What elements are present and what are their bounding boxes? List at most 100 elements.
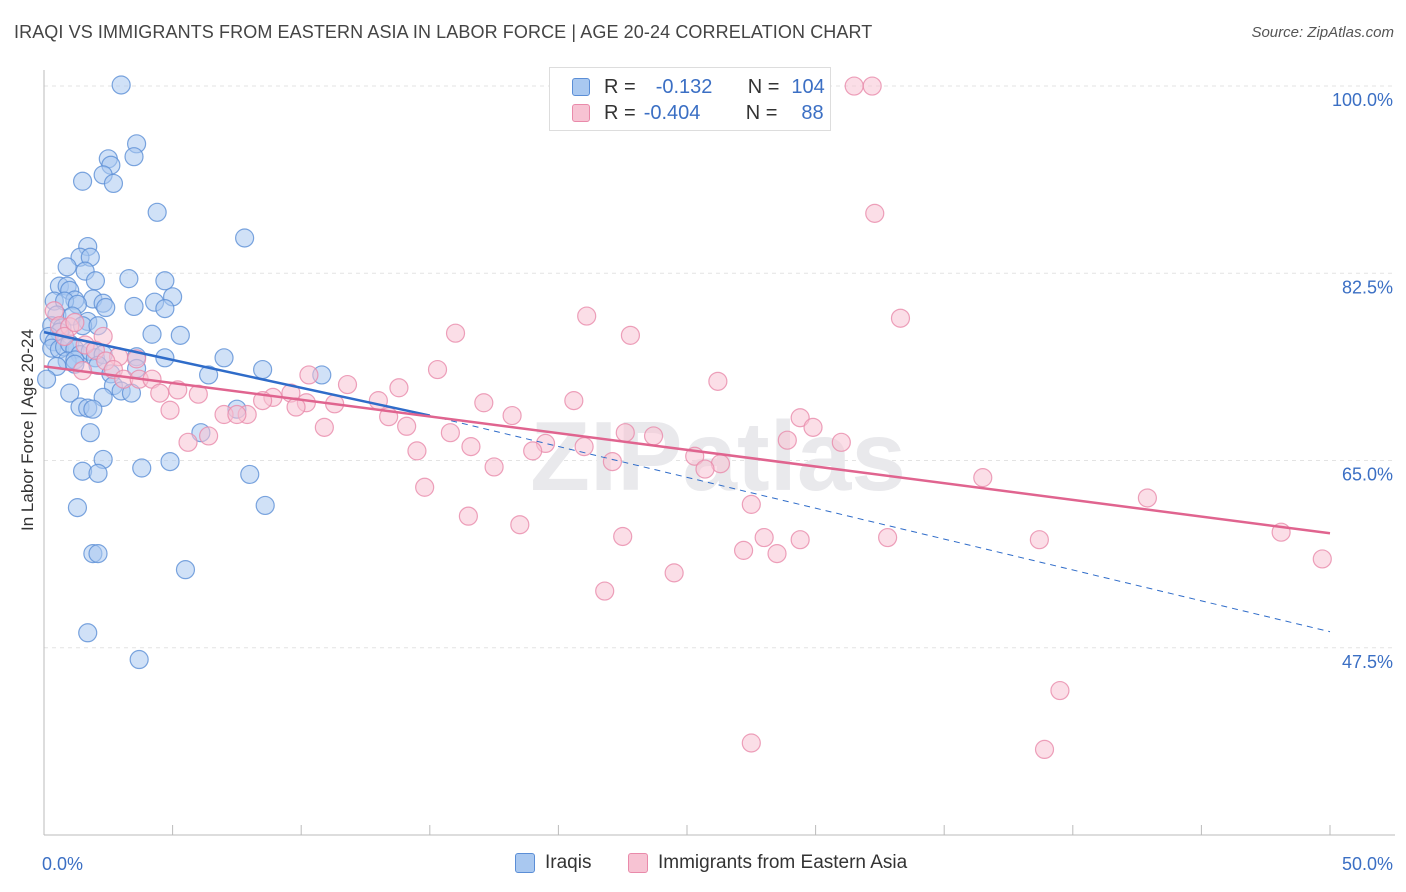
eastern-asia-point xyxy=(1050,680,1070,701)
eastern-asia-point xyxy=(510,515,530,535)
iraqi-point xyxy=(129,649,149,670)
grid-lines xyxy=(44,85,1395,649)
iraqi-point xyxy=(83,399,103,419)
eastern-asia-point xyxy=(708,371,728,391)
eastern-asia-point xyxy=(227,404,247,425)
eastern-asia-point xyxy=(790,408,810,428)
source-label: Source: ZipAtlas.com xyxy=(1251,24,1394,41)
eastern-asia-point xyxy=(523,441,543,461)
iraqi-point xyxy=(124,296,144,317)
iraqi-point xyxy=(240,464,260,485)
y-tick-labels: 47.5% 65.0% 82.5% 100.0% xyxy=(1332,90,1393,672)
eastern-asia-point xyxy=(890,308,911,328)
eastern-asia-point xyxy=(299,365,319,385)
eastern-asia-point xyxy=(407,441,427,461)
eastern-asia-point xyxy=(695,459,715,479)
eastern-asia-point xyxy=(1029,530,1049,550)
iraqi-point xyxy=(60,383,80,403)
eastern-asia-point xyxy=(615,423,635,443)
legend-n-value: 104 xyxy=(791,75,825,98)
legend-swatch-eastern-asia xyxy=(572,104,590,122)
iraqi-point xyxy=(103,173,124,194)
eastern-asia-point xyxy=(862,76,882,96)
legend-item-iraqis: Iraqis xyxy=(515,852,591,874)
y-tick-label: 47.5% xyxy=(1342,652,1393,672)
iraqi-point xyxy=(111,75,131,95)
eastern-asia-point xyxy=(595,581,615,601)
eastern-asia-point xyxy=(502,405,522,426)
legend-swatch-iraqis xyxy=(572,78,590,96)
eastern-asia-point xyxy=(643,426,664,446)
eastern-asia-point xyxy=(865,203,885,223)
iraqis-trend-line xyxy=(43,330,431,417)
eastern-asia-point xyxy=(733,540,754,560)
eastern-asia-point xyxy=(878,527,898,548)
iraqi-point xyxy=(253,359,273,380)
y-tick-label: 100.0% xyxy=(1332,90,1393,110)
eastern-asia-point xyxy=(803,417,823,437)
legend-n-value: 88 xyxy=(801,101,824,124)
eastern-asia-point xyxy=(199,426,219,446)
legend-n-label: N = xyxy=(745,101,778,124)
iraqi-point xyxy=(155,298,175,319)
eastern-asia-point xyxy=(577,306,597,326)
eastern-asia-point xyxy=(160,400,180,420)
eastern-asia-point xyxy=(397,416,417,436)
legend-label-eastern-asia: Immigrants from Eastern Asia xyxy=(658,852,908,873)
legend-item-eastern-asia: Immigrants from Eastern Asia xyxy=(628,852,907,874)
legend-label-iraqis: Iraqis xyxy=(545,852,592,873)
iraqi-point xyxy=(96,297,116,318)
iraqi-point xyxy=(142,324,162,344)
eastern-asia-point xyxy=(564,391,584,411)
iraqi-point xyxy=(124,147,144,167)
x-tick-labels: 0.0% 50.0% xyxy=(42,854,1393,874)
iraqi-point xyxy=(78,623,98,643)
y-axis-label: In Labor Force | Age 20-24 xyxy=(18,329,37,531)
eastern-asia-point xyxy=(844,76,864,96)
eastern-asia-point xyxy=(664,563,684,583)
eastern-asia-point xyxy=(461,437,481,457)
iraqi-point xyxy=(88,463,108,483)
iraqis-trend-extension xyxy=(429,415,1331,633)
iraqi-point xyxy=(199,365,219,385)
series-legend: Iraqis Immigrants from Eastern Asia xyxy=(0,852,1406,878)
eastern-asia-point xyxy=(1034,739,1055,760)
y-tick-label: 65.0% xyxy=(1342,465,1393,485)
eastern-asia-point xyxy=(620,325,641,345)
legend-swatch-iraqis xyxy=(515,853,535,873)
eastern-asia-point xyxy=(741,494,761,514)
iraqi-point xyxy=(235,228,255,248)
eastern-asia-point xyxy=(337,374,358,395)
eastern-asia-point xyxy=(150,383,170,403)
legend-row-iraqis: R = -0.132 N = 104 xyxy=(572,74,825,100)
eastern-asia-point xyxy=(458,506,478,526)
eastern-asia-trend-line xyxy=(43,365,1331,535)
x-tick-label-min: 0.0% xyxy=(42,854,83,874)
correlation-legend: R = -0.132 N = 104 R = -0.404 N = 88 xyxy=(549,67,831,131)
eastern-asia-point xyxy=(474,393,494,413)
iraqi-point xyxy=(57,257,77,277)
eastern-asia-point xyxy=(389,378,409,398)
legend-r-value: -0.132 xyxy=(655,75,713,98)
eastern-asia-point xyxy=(440,423,460,443)
iraqi-point xyxy=(36,369,57,389)
eastern-asia-point xyxy=(484,457,504,477)
eastern-asia-point xyxy=(741,733,761,753)
eastern-asia-point xyxy=(754,527,774,548)
iraqi-point xyxy=(72,171,93,191)
iraqi-point xyxy=(160,451,180,472)
y-tick-label: 82.5% xyxy=(1342,277,1393,297)
legend-n-label: N = xyxy=(747,75,780,98)
eastern-asia-point xyxy=(790,530,810,550)
eastern-asia-point xyxy=(314,417,334,437)
eastern-asia-point xyxy=(777,430,797,450)
axes xyxy=(43,70,1395,836)
legend-swatch-eastern-asia xyxy=(628,853,648,873)
legend-r-label: R = xyxy=(604,101,636,124)
eastern-asia-point xyxy=(178,432,198,452)
iraqi-point xyxy=(132,458,152,478)
legend-r-label: R = xyxy=(604,75,636,98)
iraqi-point xyxy=(175,560,196,580)
iraqi-point xyxy=(119,269,139,289)
